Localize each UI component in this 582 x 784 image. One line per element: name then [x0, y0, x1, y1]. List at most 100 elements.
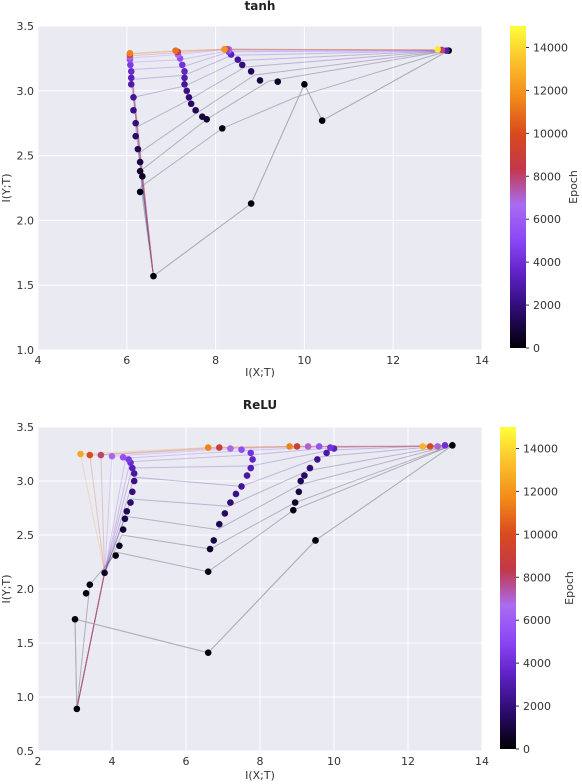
data-point	[291, 499, 299, 506]
data-point	[227, 445, 234, 452]
grid	[37, 25, 483, 351]
data-point	[315, 443, 323, 450]
x-tick-label: 14	[475, 755, 489, 768]
data-point	[136, 188, 144, 196]
data-point	[441, 442, 449, 449]
data-point	[198, 113, 206, 121]
colorbar-tick-labels: 0 2000 4000 6000 8000 10000 12000 14000	[516, 442, 558, 756]
relu-chart: ReLU 2 4 6 8 10 12 14 0.5 1.0 1.5 2.0 2.5 3.0 3.5 I(…	[0, 398, 576, 782]
colorbar-label: Epoch	[567, 170, 580, 204]
data-point	[232, 490, 240, 498]
data-point	[426, 443, 434, 450]
y-tick-label: 1.5	[17, 279, 35, 292]
colorbar-tick-label: 10000	[533, 127, 568, 140]
data-point	[127, 499, 134, 506]
y-tick-label: 2.5	[17, 529, 35, 542]
colorbar-tick-label: 8000	[523, 571, 551, 584]
data-point	[150, 272, 157, 280]
data-point	[130, 93, 137, 101]
data-point	[136, 158, 144, 166]
data-point	[183, 87, 191, 95]
y-tick-label: 2.5	[17, 150, 35, 163]
data-points	[71, 442, 456, 713]
data-point	[434, 443, 441, 450]
colorbar-tick-label: 6000	[523, 614, 551, 627]
data-point	[306, 464, 314, 472]
data-point	[327, 444, 334, 451]
colorbar-tick-label: 14000	[523, 442, 558, 455]
data-point	[449, 442, 456, 449]
data-point	[129, 488, 136, 496]
data-point	[243, 472, 251, 479]
data-point	[101, 569, 108, 577]
data-point	[187, 100, 195, 108]
data-point	[119, 526, 127, 533]
colorbar-tick-label: 12000	[523, 485, 558, 498]
x-tick-label: 4	[109, 755, 116, 768]
y-tick-label: 2.0	[17, 583, 35, 596]
data-point	[249, 456, 256, 463]
colorbar-tick-labels: 0 2000 4000 6000 8000 10000 12000 14000	[526, 41, 568, 355]
data-point	[216, 520, 223, 528]
data-point	[238, 483, 245, 490]
epoch-trajectory-line	[76, 444, 452, 709]
data-point	[221, 46, 228, 53]
data-point	[77, 450, 84, 458]
colorbar-tick-label: 14000	[533, 41, 568, 54]
y-axis-label: I(Y;T)	[0, 575, 13, 604]
data-point	[86, 581, 94, 588]
data-point	[179, 61, 186, 69]
data-point	[434, 46, 441, 53]
data-point	[323, 449, 330, 457]
data-point	[312, 537, 319, 544]
data-point	[286, 443, 293, 450]
data-point	[218, 125, 226, 132]
data-point	[297, 477, 305, 485]
data-point	[192, 106, 199, 114]
y-tick-label: 1.5	[17, 637, 35, 650]
epoch-trajectory-line	[76, 444, 451, 710]
data-point	[86, 451, 94, 459]
tanh-chart: tanh 4 6 8 10 12 14 1.0 1.5 2.0 2.5 3.0 3.5 I(X;T)…	[0, 0, 580, 379]
data-point	[116, 542, 123, 550]
data-point	[204, 568, 212, 576]
y-tick-label: 3.0	[17, 475, 35, 488]
data-point	[304, 443, 312, 450]
data-point	[204, 444, 212, 451]
y-tick-label: 1.0	[17, 691, 35, 704]
data-point	[290, 506, 297, 514]
colorbar-tick-label: 0	[533, 342, 540, 355]
data-point	[121, 515, 129, 523]
data-point	[126, 49, 134, 57]
data-point	[204, 649, 212, 657]
data-point	[127, 74, 135, 82]
data-point	[132, 119, 139, 127]
y-tick-label: 3.5	[17, 20, 35, 33]
data-point	[234, 56, 242, 63]
data-point	[318, 117, 326, 124]
x-tick-label: 14	[475, 354, 489, 367]
data-point	[127, 61, 134, 69]
data-point	[97, 451, 105, 459]
y-tick-labels: 0.5 1.0 1.5 2.0 2.5 3.0 3.5	[17, 421, 35, 758]
data-point	[134, 145, 142, 153]
x-tick-label: 12	[401, 755, 415, 768]
data-point	[129, 464, 136, 472]
epoch-trajectory-line	[76, 445, 436, 710]
epoch-trajectory-line	[76, 444, 450, 710]
data-point	[210, 537, 218, 544]
colorbar-label: Epoch	[563, 571, 576, 605]
colorbar-tick-label: 8000	[533, 170, 561, 183]
data-point	[301, 81, 308, 88]
data-point	[108, 452, 116, 460]
x-tick-label: 2	[35, 755, 42, 768]
epoch-trajectory-line	[76, 445, 443, 710]
data-point	[206, 545, 214, 553]
x-axis-label: I(X;T)	[245, 366, 275, 379]
data-point	[247, 449, 255, 457]
y-tick-label: 0.5	[17, 745, 35, 758]
data-point	[227, 499, 234, 506]
data-point	[71, 615, 79, 623]
x-tick-label: 6	[183, 755, 190, 768]
